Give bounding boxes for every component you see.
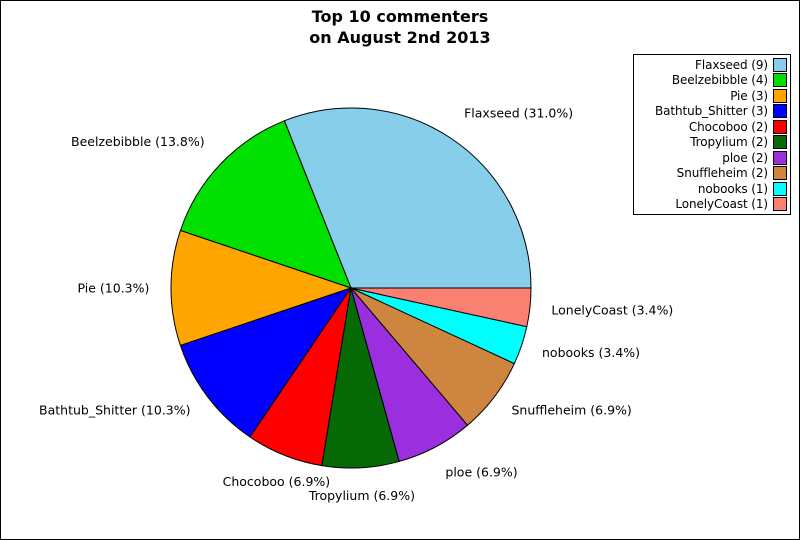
legend-swatch	[773, 181, 787, 196]
pie-slice-Bathtub_Shitter	[179, 287, 353, 438]
pie-label-ploe: ploe (6.9%)	[445, 465, 517, 480]
pie-label-LonelyCoast: LonelyCoast (3.4%)	[551, 302, 673, 317]
pie-label-Bathtub_Shitter: Bathtub_Shitter (10.3%)	[39, 403, 190, 418]
legend-label: Snuffleheim (2)	[676, 166, 768, 181]
legend-label: LonelyCoast (1)	[675, 197, 768, 212]
chart-title-line2: on August 2nd 2013	[309, 28, 491, 47]
pie-label-Flaxseed: Flaxseed (31.0%)	[464, 106, 573, 121]
legend-swatch	[773, 88, 787, 103]
pie-label-Beelzebibble: Beelzebibble (13.8%)	[71, 134, 205, 149]
pie-slice-Beelzebibble	[179, 120, 352, 289]
legend-swatch	[773, 166, 787, 181]
chart-title-line1: Top 10 commenters	[311, 7, 489, 26]
legend-label: Pie (3)	[730, 88, 768, 103]
legend-swatch	[773, 197, 787, 212]
pie-label-nobooks: nobooks (3.4%)	[542, 345, 640, 360]
legend-label: Beelzebibble (4)	[671, 73, 768, 88]
legend-swatch	[773, 135, 787, 150]
pie-slice-LonelyCoast	[350, 287, 532, 328]
legend-label: Flaxseed (9)	[695, 57, 768, 72]
pie-label-Tropylium: Tropylium (6.9%)	[308, 488, 415, 503]
legend-label: Tropylium (2)	[690, 135, 768, 150]
legend-label: nobooks (1)	[697, 181, 768, 196]
legend-row-Snuffleheim: Snuffleheim (2)	[637, 166, 787, 182]
legend-row-nobooks: nobooks (1)	[637, 181, 787, 197]
chart-title: Top 10 commenters on August 2nd 2013	[1, 6, 799, 48]
legend-swatch	[773, 119, 787, 134]
legend-row-Chocoboo: Chocoboo (2)	[637, 119, 787, 135]
legend-row-Tropylium: Tropylium (2)	[637, 135, 787, 151]
legend-row-Pie: Pie (3)	[637, 88, 787, 104]
legend-label: Chocoboo (2)	[688, 119, 768, 134]
legend-box: Flaxseed (9) Beelzebibble (4) Pie (3) Batht…	[633, 54, 791, 215]
legend-swatch	[773, 104, 787, 119]
legend-swatch	[773, 73, 787, 88]
legend-row-Bathtub_Shitter: Bathtub_Shitter (3)	[637, 104, 787, 120]
pie-label-Chocoboo: Chocoboo (6.9%)	[223, 474, 331, 489]
legend-row-Flaxseed: Flaxseed (9)	[637, 57, 787, 73]
legend-label: Bathtub_Shitter (3)	[654, 104, 768, 119]
pie-label-Pie: Pie (10.3%)	[78, 281, 150, 296]
legend-row-Beelzebibble: Beelzebibble (4)	[637, 73, 787, 89]
legend-row-LonelyCoast: LonelyCoast (1)	[637, 197, 787, 213]
legend-swatch	[773, 150, 787, 165]
legend-swatch	[773, 57, 787, 72]
pie-label-Snuffleheim: Snuffleheim (6.9%)	[512, 403, 632, 418]
pie-slice-Flaxseed	[283, 107, 532, 289]
legend-label: ploe (2)	[722, 150, 768, 165]
legend-row-ploe: ploe (2)	[637, 150, 787, 166]
pie-slice-Pie	[170, 229, 353, 347]
